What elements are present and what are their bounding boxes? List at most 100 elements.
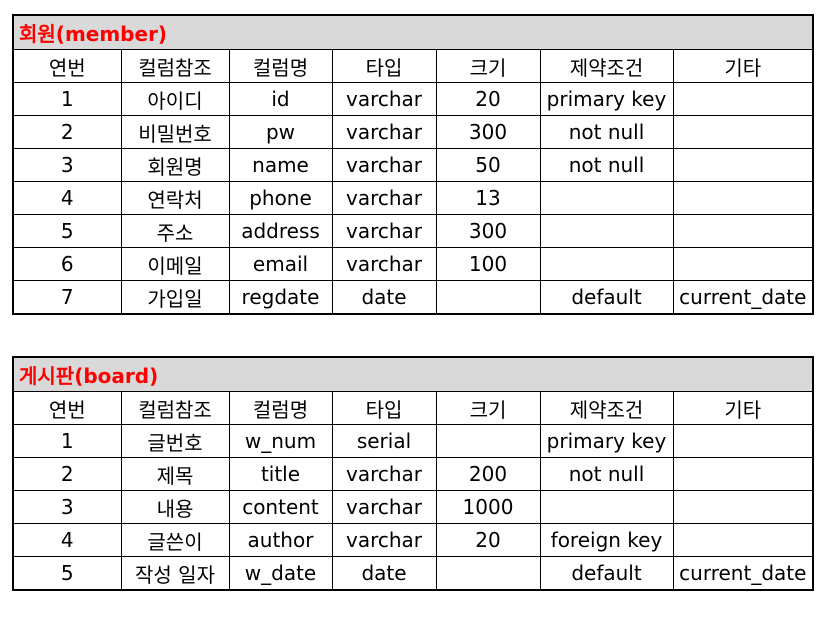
table-cell: 작성 일자 — [120, 556, 230, 591]
header-cell: 연번 — [12, 391, 122, 425]
table-cell: 이메일 — [120, 247, 230, 281]
table-cell: 글쓴이 — [120, 523, 230, 557]
table-cell: author — [228, 523, 333, 557]
table-cell — [672, 115, 814, 149]
table-cell: 5 — [12, 214, 122, 248]
table-cell: current_date — [672, 556, 814, 591]
table-row: 1 글번호 w_num serial primary key — [12, 424, 814, 458]
table-cell: 가입일 — [120, 280, 230, 315]
header-cell: 연번 — [12, 49, 122, 83]
table-cell: default — [539, 556, 674, 591]
table-cell — [672, 490, 814, 524]
table-cell — [435, 280, 541, 315]
board-title-row: 게시판(board) — [12, 356, 814, 392]
table-cell — [672, 247, 814, 281]
table-cell — [435, 556, 541, 591]
table-cell — [539, 214, 674, 248]
table-row: 6 이메일 email varchar 100 — [12, 247, 814, 281]
table-cell: 7 — [12, 280, 122, 315]
table-cell: pw — [228, 115, 333, 149]
table-cell: varchar — [331, 214, 437, 248]
table-row: 4 연락처 phone varchar 13 — [12, 181, 814, 215]
table-cell: foreign key — [539, 523, 674, 557]
header-cell: 제약조건 — [539, 49, 674, 83]
table-row: 2 비밀번호 pw varchar 300 not null — [12, 115, 814, 149]
member-table-title: 회원(member) — [12, 14, 814, 50]
table-cell — [672, 523, 814, 557]
table-cell: 100 — [435, 247, 541, 281]
board-table-title: 게시판(board) — [12, 356, 814, 392]
table-cell: varchar — [331, 523, 437, 557]
table-cell: 3 — [12, 490, 122, 524]
table-cell: 4 — [12, 181, 122, 215]
table-cell: 아이디 — [120, 82, 230, 116]
table-cell: 주소 — [120, 214, 230, 248]
table-cell: varchar — [331, 181, 437, 215]
header-cell: 컬럼명 — [228, 391, 333, 425]
header-cell: 타입 — [331, 391, 437, 425]
table-cell: 300 — [435, 214, 541, 248]
table-cell: 20 — [435, 523, 541, 557]
table-cell: serial — [331, 424, 437, 458]
table-cell: varchar — [331, 82, 437, 116]
header-cell: 타입 — [331, 49, 437, 83]
table-cell: 5 — [12, 556, 122, 591]
table-cell: varchar — [331, 115, 437, 149]
table-cell: primary key — [539, 424, 674, 458]
table-cell: address — [228, 214, 333, 248]
member-title-row: 회원(member) — [12, 14, 814, 50]
header-cell: 크기 — [435, 391, 541, 425]
table-cell: regdate — [228, 280, 333, 315]
table-cell — [672, 214, 814, 248]
table-cell: phone — [228, 181, 333, 215]
table-cell: 회원명 — [120, 148, 230, 182]
header-cell: 컬럼참조 — [120, 391, 230, 425]
header-cell: 기타 — [672, 49, 814, 83]
table-cell — [672, 457, 814, 491]
table-cell — [672, 424, 814, 458]
table-cell: date — [331, 280, 437, 315]
table-cell: 2 — [12, 115, 122, 149]
header-cell: 컬럼명 — [228, 49, 333, 83]
table-cell: 1 — [12, 424, 122, 458]
table-cell: 6 — [12, 247, 122, 281]
table-row: 2 제목 title varchar 200 not null — [12, 457, 814, 491]
table-cell — [539, 247, 674, 281]
table-row: 4 글쓴이 author varchar 20 foreign key — [12, 523, 814, 557]
table-cell — [672, 82, 814, 116]
table-cell: 비밀번호 — [120, 115, 230, 149]
table-row: 5 작성 일자 w_date date default current_date — [12, 556, 814, 591]
table-row: 1 아이디 id varchar 20 primary key — [12, 82, 814, 116]
table-cell: email — [228, 247, 333, 281]
table-cell: title — [228, 457, 333, 491]
table-cell: 제목 — [120, 457, 230, 491]
table-cell: default — [539, 280, 674, 315]
header-cell: 컬럼참조 — [120, 49, 230, 83]
table-row: 3 내용 content varchar 1000 — [12, 490, 814, 524]
table-cell: varchar — [331, 457, 437, 491]
member-table: 회원(member) 연번 컬럼참조 컬럼명 타입 크기 제약조건 기타 1 아이… — [12, 14, 815, 315]
table-cell: 2 — [12, 457, 122, 491]
table-cell: not null — [539, 148, 674, 182]
table-cell: current_date — [672, 280, 814, 315]
table-cell: 200 — [435, 457, 541, 491]
table-cell: 1000 — [435, 490, 541, 524]
table-cell — [539, 181, 674, 215]
table-cell: 글번호 — [120, 424, 230, 458]
table-cell: content — [228, 490, 333, 524]
table-cell: 50 — [435, 148, 541, 182]
header-cell: 기타 — [672, 391, 814, 425]
table-cell: 4 — [12, 523, 122, 557]
table-cell: 연락처 — [120, 181, 230, 215]
table-cell: id — [228, 82, 333, 116]
table-cell: date — [331, 556, 437, 591]
table-row: 3 회원명 name varchar 50 not null — [12, 148, 814, 182]
table-cell: varchar — [331, 490, 437, 524]
table-cell: 13 — [435, 181, 541, 215]
table-cell: 300 — [435, 115, 541, 149]
table-cell: 1 — [12, 82, 122, 116]
board-table: 게시판(board) 연번 컬럼참조 컬럼명 타입 크기 제약조건 기타 1 글번… — [12, 356, 815, 591]
table-cell: 20 — [435, 82, 541, 116]
board-header-row: 연번 컬럼참조 컬럼명 타입 크기 제약조건 기타 — [12, 391, 814, 425]
header-cell: 크기 — [435, 49, 541, 83]
